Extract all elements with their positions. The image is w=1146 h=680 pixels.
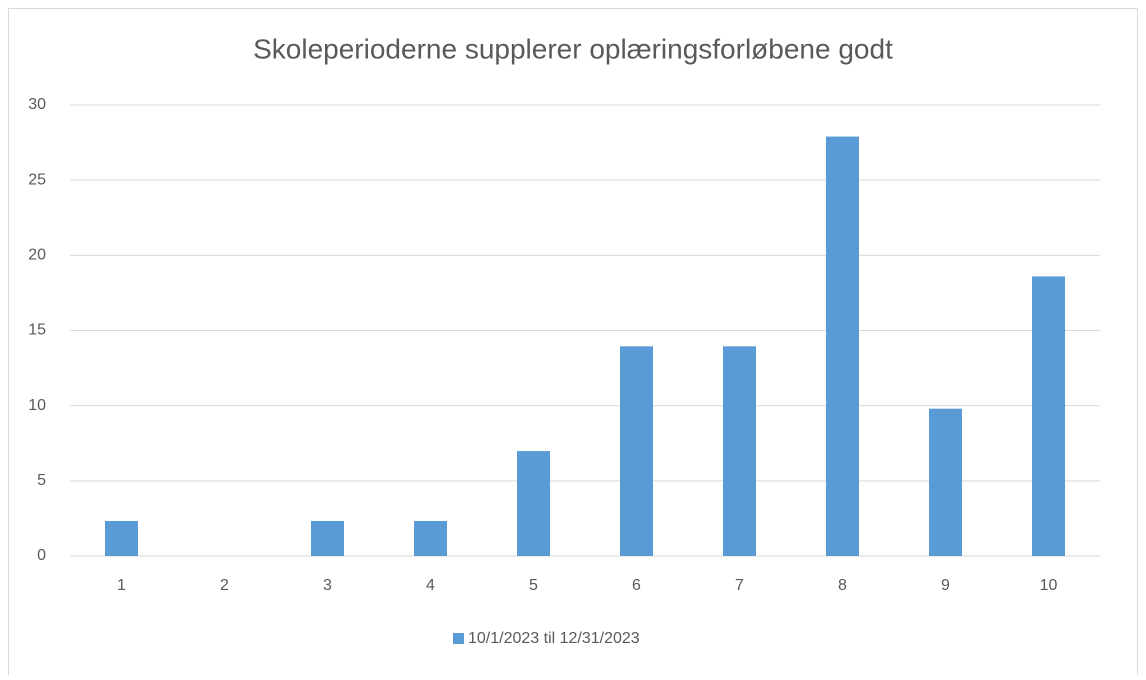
bar [105,520,138,556]
y-tick-label: 25 [28,171,46,188]
x-tick-label: 6 [632,577,641,594]
bar [414,520,447,556]
bar [723,346,756,556]
x-tick-label: 9 [941,577,950,594]
chart-title: Skoleperioderne supplerer oplæringsforlø… [253,33,893,64]
x-tick-label: 8 [838,577,847,594]
x-tick-label: 4 [426,577,435,594]
chart-frame [8,8,1138,679]
x-tick-label: 10 [1040,577,1058,594]
y-tick-label: 5 [37,472,46,489]
y-tick-label: 10 [28,397,46,414]
y-tick-label: 20 [28,247,46,264]
bar [620,346,653,556]
x-tick-label: 7 [735,577,744,594]
bar [929,408,962,556]
x-tick-label: 5 [529,577,538,594]
y-tick-label: 30 [28,96,46,113]
bar [517,451,550,556]
y-tick-label: 0 [37,547,46,564]
bar [1032,276,1065,556]
legend-label: 10/1/2023 til 12/31/2023 [468,630,640,647]
x-tick-label: 2 [220,577,229,594]
y-tick-label: 15 [28,322,46,339]
bar [311,520,344,556]
legend-swatch [453,633,464,644]
x-tick-label: 1 [117,577,126,594]
bar [826,136,859,556]
x-tick-label: 3 [323,577,332,594]
